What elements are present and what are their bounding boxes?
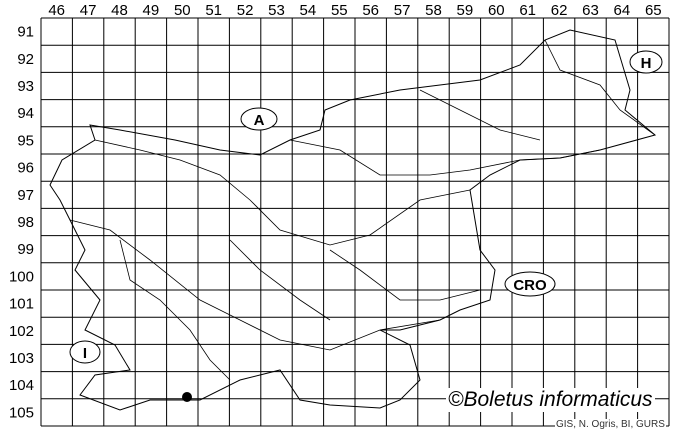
row-label: 93: [17, 78, 34, 95]
row-label: 97: [17, 187, 34, 204]
row-label: 96: [17, 160, 34, 177]
country-label-italy: I: [69, 340, 101, 364]
svg-text:H: H: [641, 55, 652, 72]
column-label: 54: [300, 2, 317, 19]
svg-text:A: A: [254, 112, 265, 129]
column-label: 56: [362, 2, 379, 19]
credit-text: ©Boletus informaticus: [446, 388, 655, 412]
column-label: 46: [48, 2, 65, 19]
source-text: GIS, N. Ogris, BI, GURS: [555, 419, 666, 430]
row-labels: 91 92 93 94 95 96 97 98 99 100 101 102 103 104 105: [9, 24, 34, 422]
record-marker[interactable]: [182, 392, 192, 402]
column-label: 52: [237, 2, 254, 19]
column-label: 64: [614, 2, 631, 19]
row-label: 104: [9, 377, 34, 394]
row-label: 99: [17, 241, 34, 258]
column-label: 57: [394, 2, 411, 19]
row-label: 91: [17, 24, 34, 41]
svg-text:I: I: [83, 345, 87, 362]
row-label: 105: [9, 404, 34, 421]
svg-text:CRO: CRO: [513, 277, 547, 294]
row-label: 101: [9, 296, 34, 313]
column-label: 47: [80, 2, 97, 19]
column-label: 55: [331, 2, 348, 19]
row-label: 100: [9, 268, 34, 285]
row-label: 98: [17, 214, 34, 231]
column-label: 53: [268, 2, 285, 19]
column-label: 65: [645, 2, 662, 19]
column-label: 58: [425, 2, 442, 19]
grid-lines: [40, 17, 670, 427]
country-border: [49, 29, 657, 411]
column-label: 61: [519, 2, 536, 19]
column-label: 62: [551, 2, 568, 19]
column-label: 60: [488, 2, 505, 19]
row-label: 103: [9, 350, 34, 367]
column-label: 51: [205, 2, 222, 19]
column-label: 49: [143, 2, 160, 19]
row-label: 92: [17, 51, 34, 68]
rivers: [69, 39, 656, 381]
country-label-hungary: H: [629, 50, 663, 74]
column-label: 59: [457, 2, 474, 19]
country-label-croatia: CRO: [504, 271, 556, 297]
column-label: 63: [582, 2, 599, 19]
column-label: 50: [174, 2, 191, 19]
row-label: 95: [17, 132, 34, 149]
column-labels: 46 47 48 49 50 51 52 53 54 55 56 57 58 59 60 61 62 63 64 65: [48, 2, 661, 19]
column-label: 48: [111, 2, 128, 19]
row-label: 102: [9, 323, 34, 340]
country-label-austria: A: [240, 107, 278, 131]
row-label: 94: [17, 105, 34, 122]
